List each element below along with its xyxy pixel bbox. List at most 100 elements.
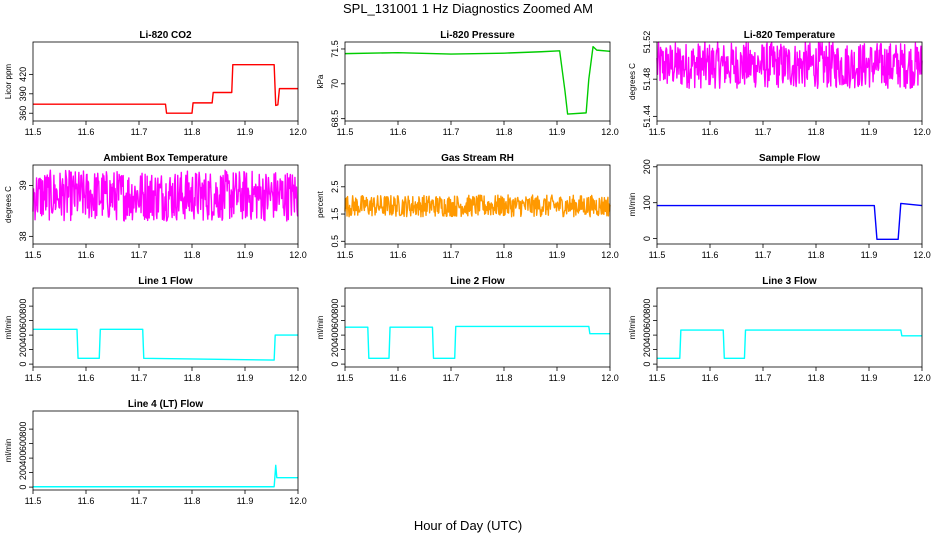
x-tick-label: 11.6 [78, 250, 95, 260]
y-tick-label: 200 [642, 159, 652, 174]
x-tick-label: 11.7 [755, 250, 772, 260]
y-axis-label: ml/min [4, 439, 13, 463]
x-tick-label: 11.6 [78, 127, 95, 137]
y-tick-label: 51.52 [642, 31, 652, 54]
x-tick-label: 11.8 [184, 127, 201, 137]
x-tick-label: 11.6 [390, 373, 407, 383]
y-tick-label: 800 [18, 422, 28, 437]
x-tick-label: 11.9 [549, 127, 566, 137]
subplot: Li-820 Pressure 11.5 11.6 11.7 11.8 11.9 12.0 6… [316, 30, 619, 137]
y-tick-label: 0.5 [330, 235, 340, 248]
y-tick-label: 420 [18, 67, 28, 82]
y-tick-label: 70 [330, 79, 340, 89]
series-line [344, 45, 611, 115]
y-tick-label: 1.5 [330, 208, 340, 221]
x-tick-label: 12.0 [601, 250, 619, 260]
x-tick-label: 11.5 [649, 127, 666, 137]
y-tick-label: 0 [18, 362, 28, 367]
x-tick-label: 11.7 [131, 496, 148, 506]
x-tick-label: 11.5 [337, 373, 354, 383]
x-tick-label: 11.9 [549, 250, 566, 260]
x-tick-label: 11.5 [649, 373, 666, 383]
y-tick-label: 51.44 [642, 105, 652, 128]
y-tick-label: 400 [18, 328, 28, 343]
figure-xlabel: Hour of Day (UTC) [413, 518, 523, 533]
x-tick-label: 12.0 [601, 127, 619, 137]
y-axis-label: kPa [316, 74, 325, 88]
series-line [657, 202, 923, 241]
x-tick-label: 11.9 [237, 496, 254, 506]
x-tick-label: 12.0 [289, 127, 307, 137]
y-tick-label: 68.5 [330, 110, 340, 128]
y-tick-label: 71.5 [330, 40, 340, 58]
x-tick-label: 11.5 [25, 373, 42, 383]
subplot-title: Li-820 CO2 [139, 30, 192, 41]
x-tick-label: 12.0 [289, 373, 307, 383]
x-tick-label: 11.7 [443, 373, 460, 383]
subplot: Li-820 CO2 11.5 11.6 11.7 11.8 11.9 12.0 360 390… [4, 30, 307, 137]
plot-frame [344, 41, 611, 122]
x-tick-label: 11.6 [390, 250, 407, 260]
series-line [656, 41, 923, 89]
x-tick-label: 11.8 [184, 373, 201, 383]
y-tick-label: 200 [18, 465, 28, 480]
series-line [345, 325, 610, 359]
subplot-title: Gas Stream RH [441, 153, 514, 164]
y-tick-label: 400 [18, 451, 28, 466]
series-line [32, 169, 299, 222]
x-tick-label: 11.8 [808, 373, 825, 383]
x-tick-label: 12.0 [913, 127, 931, 137]
subplot-title: Line 1 Flow [138, 276, 193, 287]
y-tick-label: 51.48 [642, 68, 652, 91]
subplot-title: Line 2 Flow [450, 276, 505, 287]
subplot: Line 1 Flow 11.5 11.6 11.7 11.8 11.9 12.0 0 2004… [4, 276, 307, 383]
y-tick-label: 400 [642, 328, 652, 343]
y-tick-label: 800 [330, 299, 340, 314]
x-tick-label: 11.5 [337, 127, 354, 137]
y-tick-label: 0 [642, 236, 652, 241]
subplot: Gas Stream RH 11.5 11.6 11.7 11.8 11.9 12.0 0.5… [316, 153, 619, 260]
plot-frame [344, 287, 611, 368]
series-line [33, 464, 298, 488]
x-tick-label: 11.9 [237, 373, 254, 383]
subplot: Line 2 Flow 11.5 11.6 11.7 11.8 11.9 12.0 0 2004… [316, 276, 619, 383]
plot-frame [344, 164, 611, 245]
x-tick-label: 11.6 [78, 373, 95, 383]
y-axis-label: degrees C [628, 63, 637, 100]
x-tick-label: 11.5 [25, 496, 42, 506]
x-tick-label: 11.5 [25, 127, 42, 137]
x-tick-label: 11.9 [861, 127, 878, 137]
y-tick-label: 360 [18, 106, 28, 121]
x-tick-label: 11.7 [131, 127, 148, 137]
y-tick-label: 200 [18, 342, 28, 357]
subplot: Line 4 (LT) Flow 11.5 11.6 11.7 11.8 11.9 12.0… [4, 399, 307, 506]
y-tick-label: 600 [330, 313, 340, 328]
y-tick-label: 600 [18, 313, 28, 328]
x-tick-label: 11.8 [808, 250, 825, 260]
x-tick-label: 11.6 [78, 496, 95, 506]
y-tick-label: 100 [642, 195, 652, 210]
y-tick-label: 800 [18, 299, 28, 314]
x-tick-label: 11.7 [443, 127, 460, 137]
x-tick-label: 11.7 [131, 250, 148, 260]
x-tick-label: 11.9 [861, 250, 878, 260]
subplot-title: Li-820 Pressure [440, 30, 515, 41]
x-tick-label: 11.9 [237, 127, 254, 137]
subplot: Sample Flow 11.5 11.6 11.7 11.8 11.9 12.0 0 100 2… [628, 153, 931, 260]
x-tick-label: 11.9 [861, 373, 878, 383]
y-axis-label: degrees C [4, 186, 13, 223]
x-tick-label: 11.7 [443, 250, 460, 260]
y-tick-label: 200 [642, 342, 652, 357]
subplot: Ambient Box Temperature 11.5 11.6 11.7 11.8 1… [4, 153, 307, 260]
plot-frame [32, 410, 299, 491]
plot-frame [32, 41, 299, 122]
subplot-title: Ambient Box Temperature [103, 153, 228, 164]
subplot-title: Li-820 Temperature [744, 30, 836, 41]
y-tick-label: 800 [642, 299, 652, 314]
x-tick-label: 11.7 [131, 373, 148, 383]
figure-title: SPL_131001 1 Hz Diagnostics Zoomed AM [342, 1, 594, 16]
series-line [33, 63, 298, 114]
series-line [344, 194, 611, 218]
x-tick-label: 11.9 [237, 250, 254, 260]
